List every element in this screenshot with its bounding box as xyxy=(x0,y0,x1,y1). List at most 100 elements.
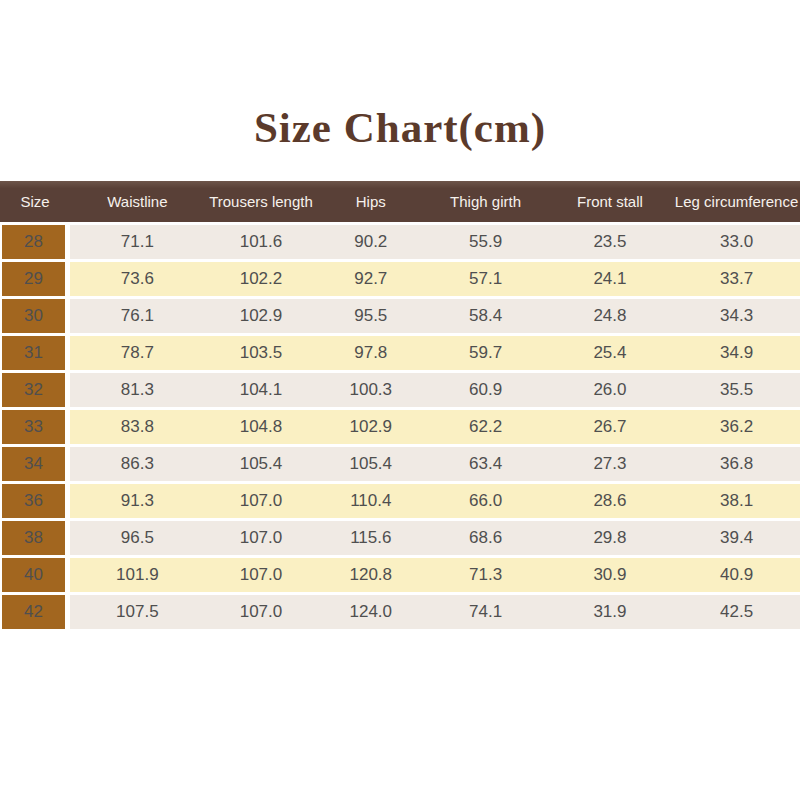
value-cell: 107.0 xyxy=(205,521,317,555)
value-cell: 78.7 xyxy=(70,336,205,370)
value-cell: 59.7 xyxy=(424,336,546,370)
value-cell: 30.9 xyxy=(547,558,673,592)
value-cell: 24.1 xyxy=(547,262,673,296)
value-cell: 34.9 xyxy=(673,336,800,370)
table-row: 3383.8104.8102.962.226.736.2 xyxy=(0,410,800,444)
size-cell: 32 xyxy=(0,373,70,407)
value-cell: 55.9 xyxy=(424,225,546,259)
value-cell: 63.4 xyxy=(424,447,546,481)
size-cell: 36 xyxy=(0,484,70,518)
value-cell: 24.8 xyxy=(547,299,673,333)
value-cell: 101.6 xyxy=(205,225,317,259)
value-cell: 97.8 xyxy=(317,336,424,370)
col-header-front-stall: Front stall xyxy=(547,181,673,222)
value-cell: 57.1 xyxy=(424,262,546,296)
size-chart-page: Size Chart(cm) Size Waistline Trousers l… xyxy=(0,0,800,800)
value-cell: 26.7 xyxy=(547,410,673,444)
size-cell: 34 xyxy=(0,447,70,481)
col-header-hips: Hips xyxy=(317,181,424,222)
col-header-leg-circumference: Leg circumference xyxy=(673,181,800,222)
value-cell: 102.9 xyxy=(317,410,424,444)
value-cell: 29.8 xyxy=(547,521,673,555)
value-cell: 76.1 xyxy=(70,299,205,333)
value-cell: 100.3 xyxy=(317,373,424,407)
value-cell: 73.6 xyxy=(70,262,205,296)
value-cell: 36.2 xyxy=(673,410,800,444)
value-cell: 83.8 xyxy=(70,410,205,444)
value-cell: 58.4 xyxy=(424,299,546,333)
value-cell: 34.3 xyxy=(673,299,800,333)
value-cell: 39.4 xyxy=(673,521,800,555)
value-cell: 95.5 xyxy=(317,299,424,333)
value-cell: 96.5 xyxy=(70,521,205,555)
value-cell: 92.7 xyxy=(317,262,424,296)
value-cell: 115.6 xyxy=(317,521,424,555)
value-cell: 90.2 xyxy=(317,225,424,259)
size-cell: 31 xyxy=(0,336,70,370)
value-cell: 86.3 xyxy=(70,447,205,481)
table-row: 2973.6102.292.757.124.133.7 xyxy=(0,262,800,296)
table-row: 3691.3107.0110.466.028.638.1 xyxy=(0,484,800,518)
value-cell: 23.5 xyxy=(547,225,673,259)
table-row: 3896.5107.0115.668.629.839.4 xyxy=(0,521,800,555)
table-row: 40101.9107.0120.871.330.940.9 xyxy=(0,558,800,592)
size-chart-table: Size Waistline Trousers length Hips Thig… xyxy=(0,178,800,632)
value-cell: 27.3 xyxy=(547,447,673,481)
table-header-row: Size Waistline Trousers length Hips Thig… xyxy=(0,181,800,222)
size-cell: 29 xyxy=(0,262,70,296)
size-cell: 33 xyxy=(0,410,70,444)
value-cell: 42.5 xyxy=(673,595,800,629)
value-cell: 66.0 xyxy=(424,484,546,518)
table-body: 2871.1101.690.255.923.533.02973.6102.292… xyxy=(0,225,800,629)
value-cell: 102.2 xyxy=(205,262,317,296)
value-cell: 33.0 xyxy=(673,225,800,259)
value-cell: 124.0 xyxy=(317,595,424,629)
value-cell: 107.0 xyxy=(205,484,317,518)
table-row: 2871.1101.690.255.923.533.0 xyxy=(0,225,800,259)
value-cell: 31.9 xyxy=(547,595,673,629)
value-cell: 105.4 xyxy=(205,447,317,481)
value-cell: 81.3 xyxy=(70,373,205,407)
value-cell: 62.2 xyxy=(424,410,546,444)
value-cell: 26.0 xyxy=(547,373,673,407)
value-cell: 102.9 xyxy=(205,299,317,333)
col-header-size: Size xyxy=(0,181,70,222)
value-cell: 38.1 xyxy=(673,484,800,518)
value-cell: 71.1 xyxy=(70,225,205,259)
table-row: 3281.3104.1100.360.926.035.5 xyxy=(0,373,800,407)
size-cell: 38 xyxy=(0,521,70,555)
value-cell: 107.0 xyxy=(205,595,317,629)
size-cell: 40 xyxy=(0,558,70,592)
value-cell: 110.4 xyxy=(317,484,424,518)
value-cell: 33.7 xyxy=(673,262,800,296)
value-cell: 25.4 xyxy=(547,336,673,370)
size-chart-table-container: Size Waistline Trousers length Hips Thig… xyxy=(0,178,800,632)
size-cell: 30 xyxy=(0,299,70,333)
value-cell: 107.0 xyxy=(205,558,317,592)
table-row: 3486.3105.4105.463.427.336.8 xyxy=(0,447,800,481)
table-row: 42107.5107.0124.074.131.942.5 xyxy=(0,595,800,629)
value-cell: 36.8 xyxy=(673,447,800,481)
value-cell: 74.1 xyxy=(424,595,546,629)
size-cell: 42 xyxy=(0,595,70,629)
value-cell: 101.9 xyxy=(70,558,205,592)
col-header-thigh-girth: Thigh girth xyxy=(424,181,546,222)
value-cell: 104.1 xyxy=(205,373,317,407)
size-cell: 28 xyxy=(0,225,70,259)
value-cell: 40.9 xyxy=(673,558,800,592)
value-cell: 28.6 xyxy=(547,484,673,518)
value-cell: 91.3 xyxy=(70,484,205,518)
value-cell: 68.6 xyxy=(424,521,546,555)
value-cell: 120.8 xyxy=(317,558,424,592)
value-cell: 35.5 xyxy=(673,373,800,407)
table-row: 3076.1102.995.558.424.834.3 xyxy=(0,299,800,333)
value-cell: 107.5 xyxy=(70,595,205,629)
value-cell: 103.5 xyxy=(205,336,317,370)
value-cell: 60.9 xyxy=(424,373,546,407)
col-header-trousers-length: Trousers length xyxy=(205,181,317,222)
value-cell: 71.3 xyxy=(424,558,546,592)
page-title: Size Chart(cm) xyxy=(0,0,800,158)
value-cell: 105.4 xyxy=(317,447,424,481)
value-cell: 104.8 xyxy=(205,410,317,444)
col-header-waistline: Waistline xyxy=(70,181,205,222)
